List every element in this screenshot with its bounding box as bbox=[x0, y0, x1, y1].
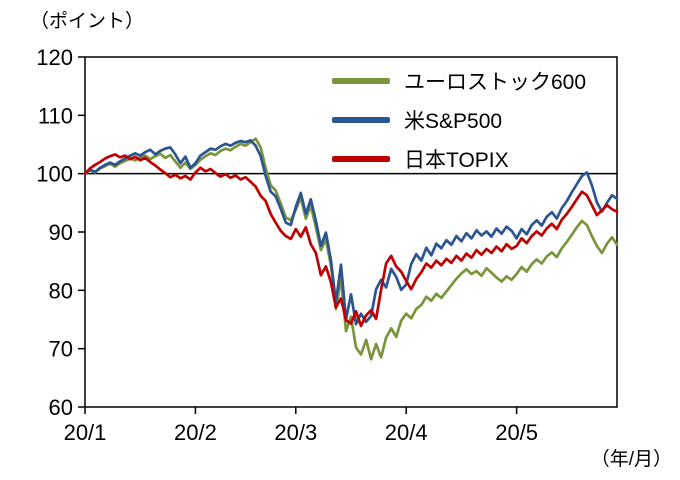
y-axis-unit-label: （ポイント） bbox=[30, 11, 145, 32]
x-tick-label: 20/4 bbox=[385, 420, 428, 445]
x-axis-unit-label: （年/月） bbox=[590, 449, 672, 470]
legend-label-topix: 日本TOPIX bbox=[404, 149, 509, 172]
series-line-sp500 bbox=[83, 139, 619, 326]
x-tick-label: 20/3 bbox=[274, 420, 317, 445]
x-tick-label: 20/2 bbox=[174, 420, 217, 445]
legend-item-sp500: 米S&P500 bbox=[332, 105, 586, 135]
y-tick-label: 110 bbox=[38, 103, 73, 128]
legend-swatch-sp500 bbox=[332, 117, 390, 123]
legend-item-eurostoxx600: ユーロストック600 bbox=[332, 66, 586, 96]
y-tick-label: 100 bbox=[36, 162, 73, 187]
y-tick-label: 60 bbox=[49, 395, 73, 420]
chart-legend: ユーロストック600 米S&P500 日本TOPIX bbox=[332, 66, 586, 174]
y-tick-label: 80 bbox=[49, 278, 73, 303]
x-tick-label: 20/1 bbox=[64, 420, 107, 445]
legend-label-eurostoxx600: ユーロストック600 bbox=[404, 71, 587, 94]
series-line-eurostoxx600 bbox=[83, 137, 619, 361]
y-tick-label: 90 bbox=[49, 220, 73, 245]
legend-label-sp500: 米S&P500 bbox=[404, 110, 503, 133]
legend-swatch-eurostoxx600 bbox=[332, 78, 390, 84]
y-tick-label: 120 bbox=[36, 45, 73, 70]
y-tick-label: 70 bbox=[49, 337, 73, 362]
legend-swatch-topix bbox=[332, 156, 390, 162]
series-line-topix bbox=[83, 153, 619, 328]
legend-item-topix: 日本TOPIX bbox=[332, 144, 586, 174]
x-tick-label: 20/5 bbox=[495, 420, 538, 445]
